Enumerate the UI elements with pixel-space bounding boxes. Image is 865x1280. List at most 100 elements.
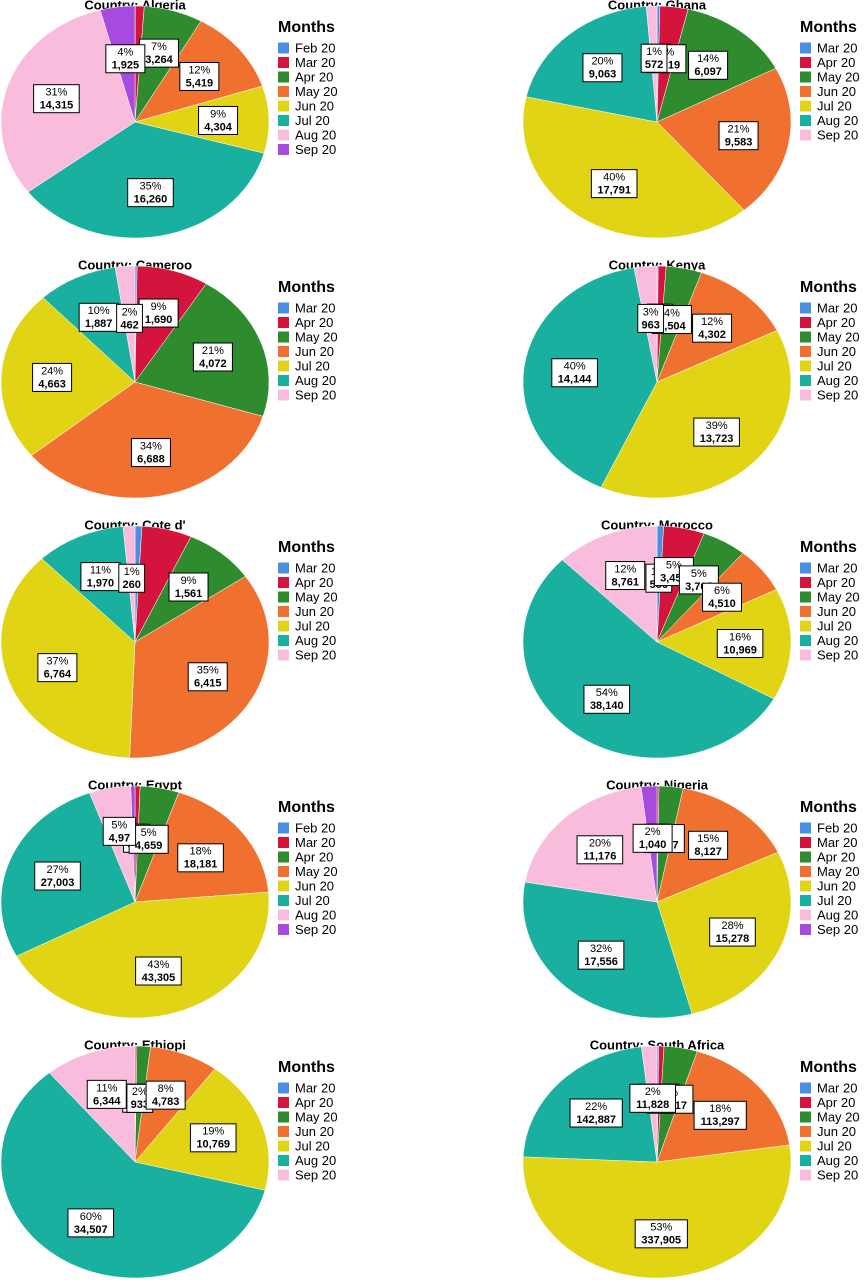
- percent-label: 34%: [140, 440, 162, 452]
- label-box: [702, 582, 743, 612]
- percent-label: 2%: [122, 306, 138, 318]
- value-label: 6,764: [44, 669, 72, 681]
- legend-label: Mar 20: [817, 40, 857, 55]
- label-box: [198, 105, 239, 135]
- label-box: [37, 653, 78, 683]
- label-box: [605, 561, 646, 591]
- legend-label: Sep 20: [817, 922, 858, 937]
- percent-label: 20%: [591, 56, 613, 68]
- legend-label: Sep 20: [817, 1167, 858, 1182]
- percent-label: 19%: [202, 1126, 224, 1138]
- value-label: 16,260: [134, 194, 168, 206]
- legend-label: Apr 20: [295, 315, 333, 330]
- label-box: [116, 303, 143, 333]
- label-box: [80, 562, 121, 592]
- legend-label: Sep 20: [295, 1167, 336, 1182]
- legend-swatch: [800, 895, 811, 906]
- value-label: 10,969: [723, 644, 757, 656]
- legend-swatch: [278, 924, 289, 935]
- legend-title: Months: [278, 19, 335, 36]
- legend-label: Apr 20: [295, 849, 333, 864]
- value-label: 1,561: [175, 588, 203, 600]
- legend-swatch: [800, 302, 811, 314]
- legend-label: Apr 20: [295, 69, 333, 84]
- legend-swatch: [278, 86, 289, 97]
- legend-swatch: [800, 1140, 811, 1152]
- legend-swatch: [800, 837, 811, 848]
- percent-label: 6%: [714, 585, 730, 597]
- legend-swatch: [278, 1169, 289, 1181]
- label-box: [32, 362, 73, 392]
- value-label: 10,769: [196, 1139, 230, 1151]
- percent-label: 3%: [643, 306, 659, 318]
- value-label: 4,97: [109, 832, 130, 844]
- value-label: 34,507: [74, 1224, 108, 1236]
- value-label: 337,905: [641, 1235, 681, 1247]
- legend-label: Jun 20: [817, 878, 856, 893]
- label-box: [718, 121, 759, 151]
- legend-label: Mar 20: [295, 560, 335, 575]
- legend-label: Mar 20: [295, 1080, 335, 1095]
- value-label: 43,305: [142, 972, 176, 984]
- percent-label: 35%: [139, 181, 161, 193]
- legend-label: May 20: [295, 329, 338, 344]
- percent-label: 43%: [147, 959, 169, 971]
- value-label: 933: [131, 1099, 149, 1111]
- legend-label: Sep 20: [295, 142, 336, 157]
- legend-label: Jun 20: [817, 604, 856, 619]
- percent-label: 37%: [46, 656, 68, 668]
- value-label: 4,072: [199, 358, 227, 370]
- legend-swatch: [278, 375, 289, 386]
- legend-label: Jul 20: [295, 358, 330, 373]
- legend-label: Aug 20: [817, 1153, 858, 1168]
- legend-label: Jul 20: [817, 618, 852, 633]
- value-label: 6,415: [194, 678, 222, 690]
- percent-label: 7%: [151, 41, 167, 53]
- percent-label: 12%: [701, 316, 723, 328]
- percent-label: 60%: [80, 1211, 102, 1223]
- label-box: [640, 43, 668, 73]
- legend-title: Months: [800, 799, 857, 816]
- pie-slice: [600, 330, 792, 499]
- value-label: 17,791: [597, 185, 631, 197]
- legend-swatch: [278, 837, 289, 848]
- percent-label: 5%: [141, 827, 157, 839]
- percent-label: 2%: [645, 826, 661, 838]
- label-box: [189, 1123, 237, 1153]
- legend-swatch: [278, 649, 289, 661]
- percent-label: 22%: [585, 1101, 607, 1113]
- label-box: [576, 835, 624, 865]
- value-label: 38,140: [590, 700, 624, 712]
- value-label: 1,970: [87, 578, 115, 590]
- legend-swatch: [800, 389, 811, 401]
- percent-label: 27%: [47, 864, 69, 876]
- value-label: 4,302: [698, 329, 726, 341]
- label-box: [102, 816, 137, 846]
- legend-swatch: [278, 591, 289, 603]
- percent-label: 32%: [590, 943, 612, 955]
- legend-swatch: [800, 606, 811, 617]
- percent-label: 20%: [589, 838, 611, 850]
- label-box: [688, 830, 729, 860]
- percent-label: 35%: [197, 665, 219, 677]
- percent-label: 24%: [41, 365, 63, 377]
- legend-title: Months: [278, 279, 335, 296]
- value-label: 6,344: [93, 1095, 121, 1107]
- legend-swatch: [278, 620, 289, 632]
- percent-label: 2%: [132, 1086, 148, 1098]
- legend-swatch: [800, 591, 811, 603]
- legend-label: Aug 20: [817, 633, 858, 648]
- value-label: 142,887: [576, 1114, 616, 1126]
- label-box: [118, 563, 146, 593]
- percent-label: 11%: [90, 565, 111, 577]
- legend-swatch: [800, 1169, 811, 1181]
- legend-label: Jul 20: [817, 893, 852, 908]
- label-box: [709, 917, 756, 947]
- legend-label: Mar 20: [817, 835, 857, 850]
- label-box: [590, 169, 638, 199]
- legend-title: Months: [800, 279, 857, 296]
- legend-label: Feb 20: [295, 820, 335, 835]
- legend-swatch: [800, 924, 811, 935]
- legend-swatch: [800, 1097, 811, 1108]
